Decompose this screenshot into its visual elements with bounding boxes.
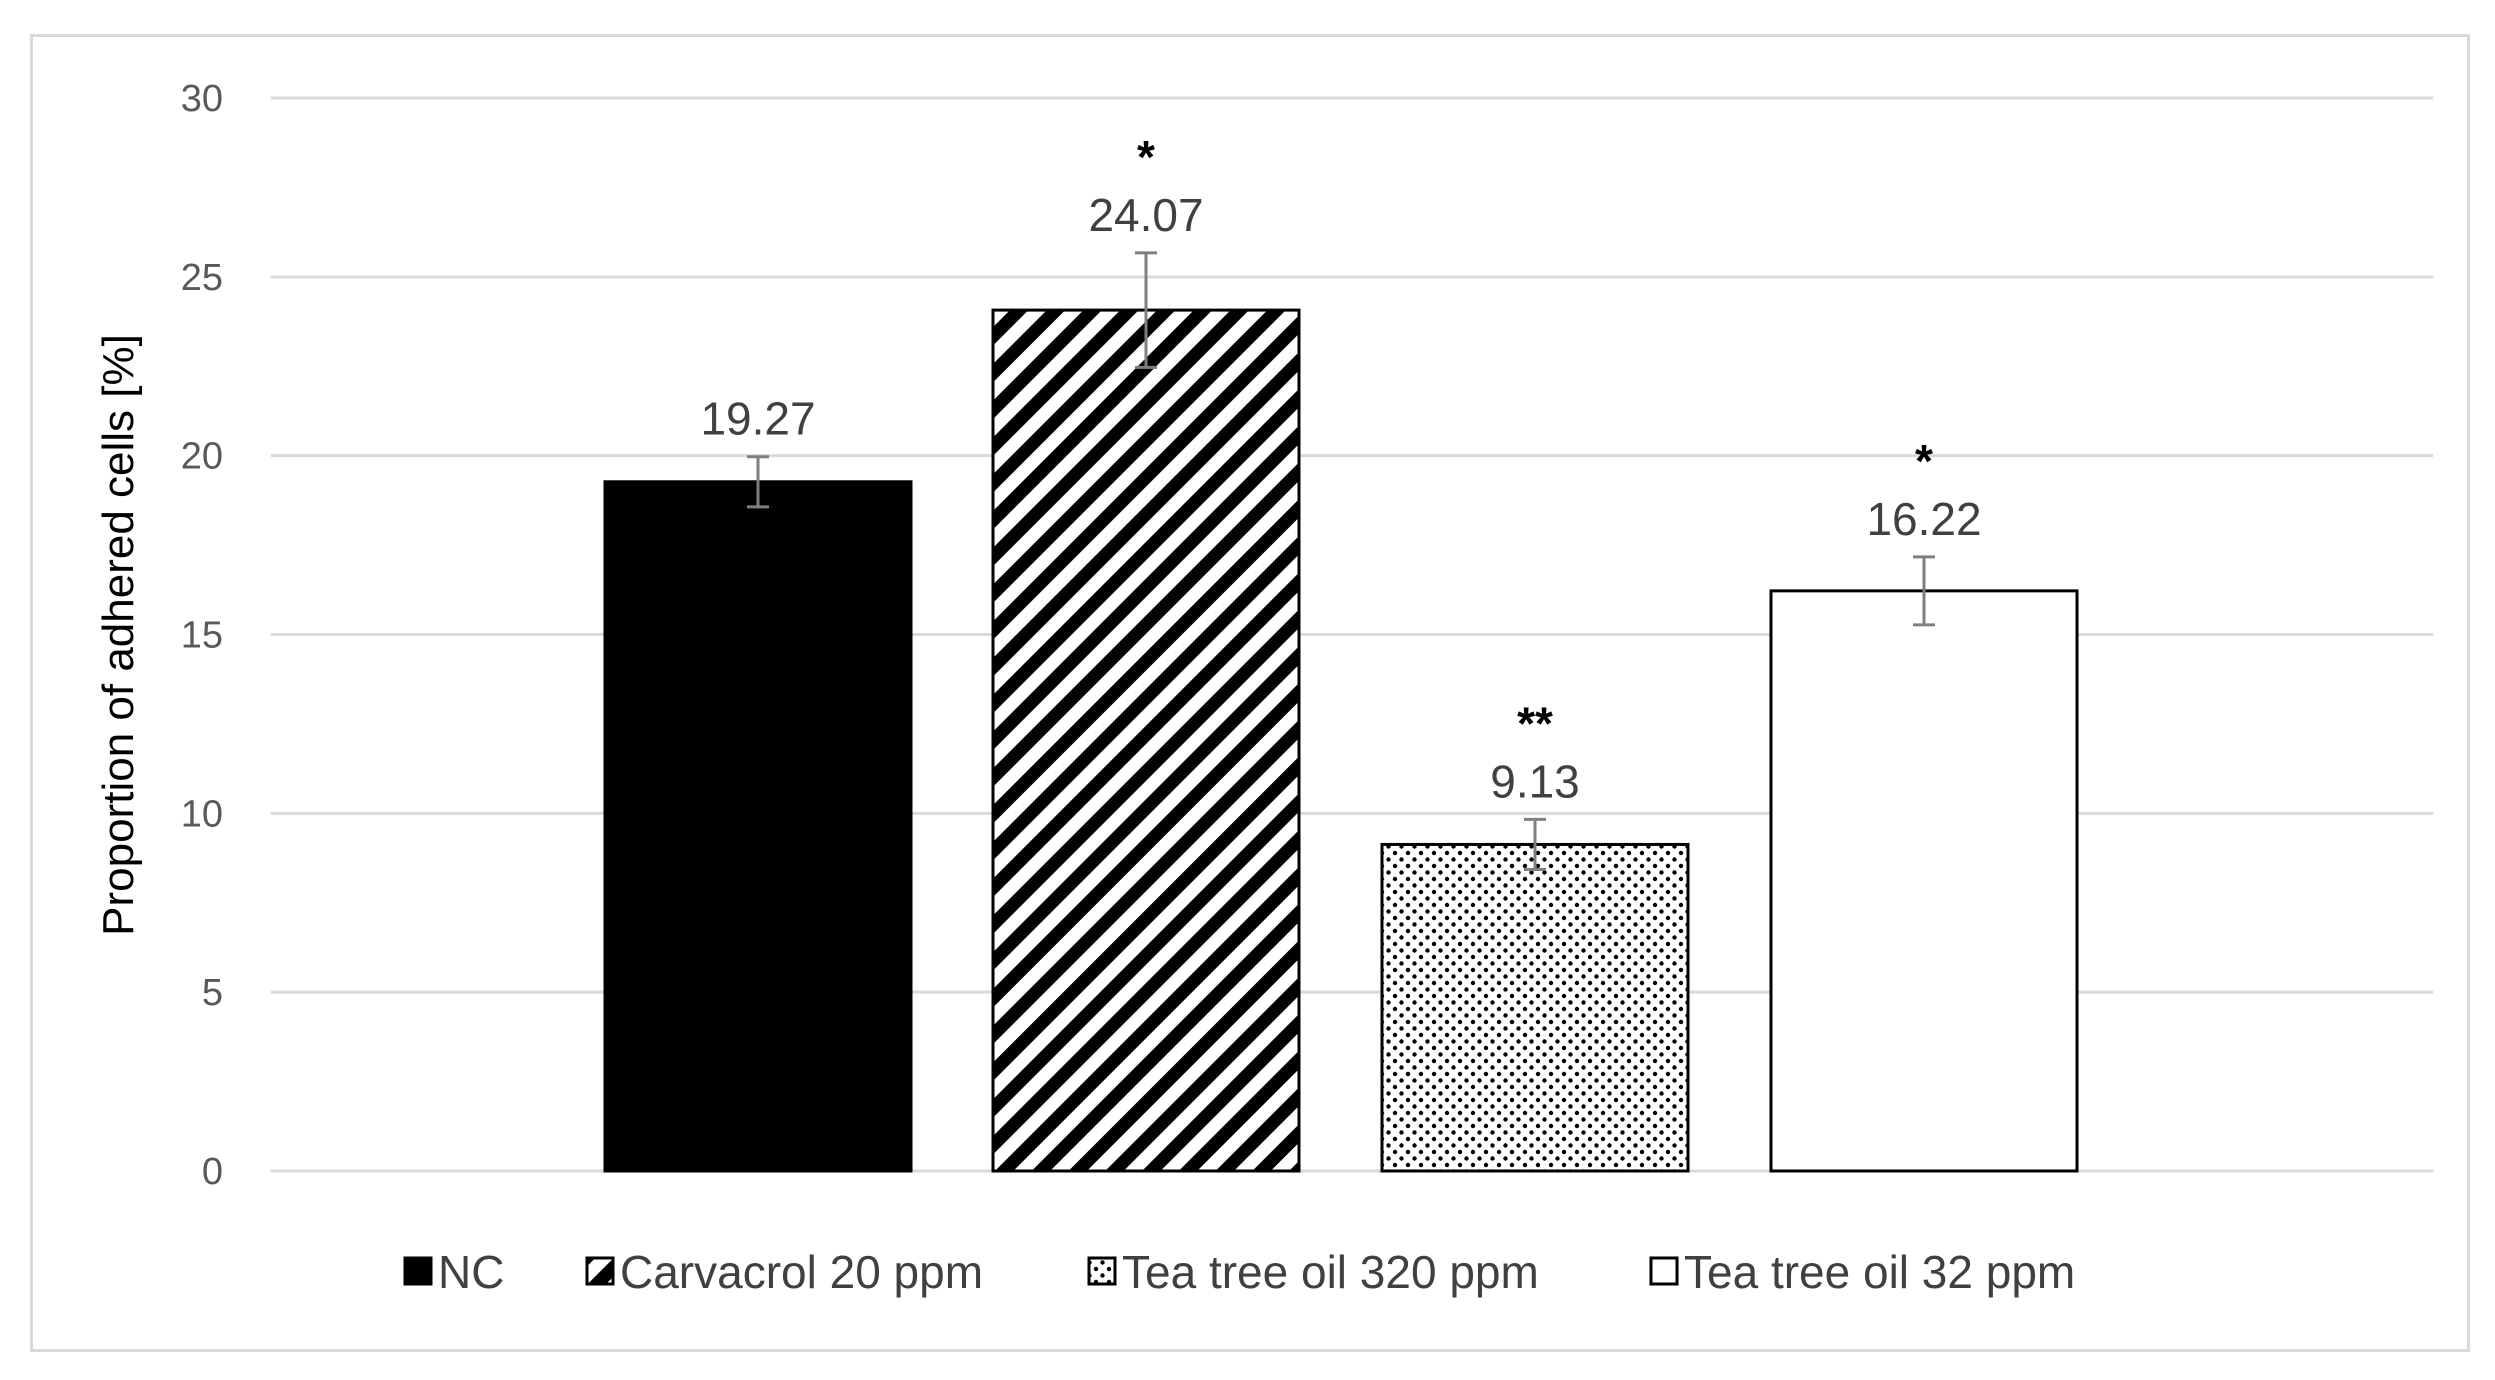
legend-label: Tea tree oil 32 ppm — [1684, 1246, 2075, 1298]
y-tick-label: 5 — [202, 972, 223, 1014]
data-label: 9.13 — [1490, 755, 1580, 807]
y-axis-ticks: 0 5 10 15 20 25 30 — [181, 78, 223, 1193]
legend-label: Tea tree oil 320 ppm — [1122, 1246, 1539, 1298]
gridlines — [271, 96, 2433, 1173]
legend-label: NC — [438, 1246, 504, 1298]
significance-marker: ** — [1517, 697, 1553, 749]
legend-swatch-4 — [1649, 1256, 1679, 1286]
y-tick-label: 10 — [181, 793, 223, 835]
data-label: 24.07 — [1088, 189, 1203, 241]
y-tick-label: 0 — [202, 1151, 223, 1193]
y-tick-label: 15 — [181, 615, 223, 657]
bars: 19.27 24.07 * 9.13 ** 16.22 * — [603, 131, 2079, 1173]
data-label: 16.22 — [1866, 493, 1981, 545]
bar-chart: 0 5 10 15 20 25 30 Proportion of adhered cells… — [94, 78, 2433, 1298]
legend-swatch-3 — [1087, 1256, 1117, 1286]
y-axis-label: Proportion of adhered cells [%] — [94, 334, 143, 936]
bar-2 — [991, 308, 1301, 1173]
data-label: 19.27 — [700, 393, 815, 445]
chart-frame: 0 5 10 15 20 25 30 Proportion of adhered cells… — [30, 34, 2470, 1352]
legend-swatch-1 — [403, 1256, 433, 1286]
bar-1 — [603, 480, 913, 1173]
significance-marker: * — [1137, 131, 1155, 183]
y-tick-label: 25 — [181, 257, 223, 299]
bar-3 — [1380, 842, 1690, 1173]
legend-swatch-2 — [585, 1256, 615, 1286]
legend-label: Carvacrol 20 ppm — [620, 1246, 983, 1298]
y-tick-label: 30 — [181, 78, 223, 120]
bar-4 — [1769, 589, 2079, 1173]
y-tick-label: 20 — [181, 436, 223, 478]
significance-marker: * — [1915, 435, 1933, 487]
legend: NC Carvacrol 20 ppm Tea tree oil 320 ppm Te… — [403, 1246, 2075, 1298]
